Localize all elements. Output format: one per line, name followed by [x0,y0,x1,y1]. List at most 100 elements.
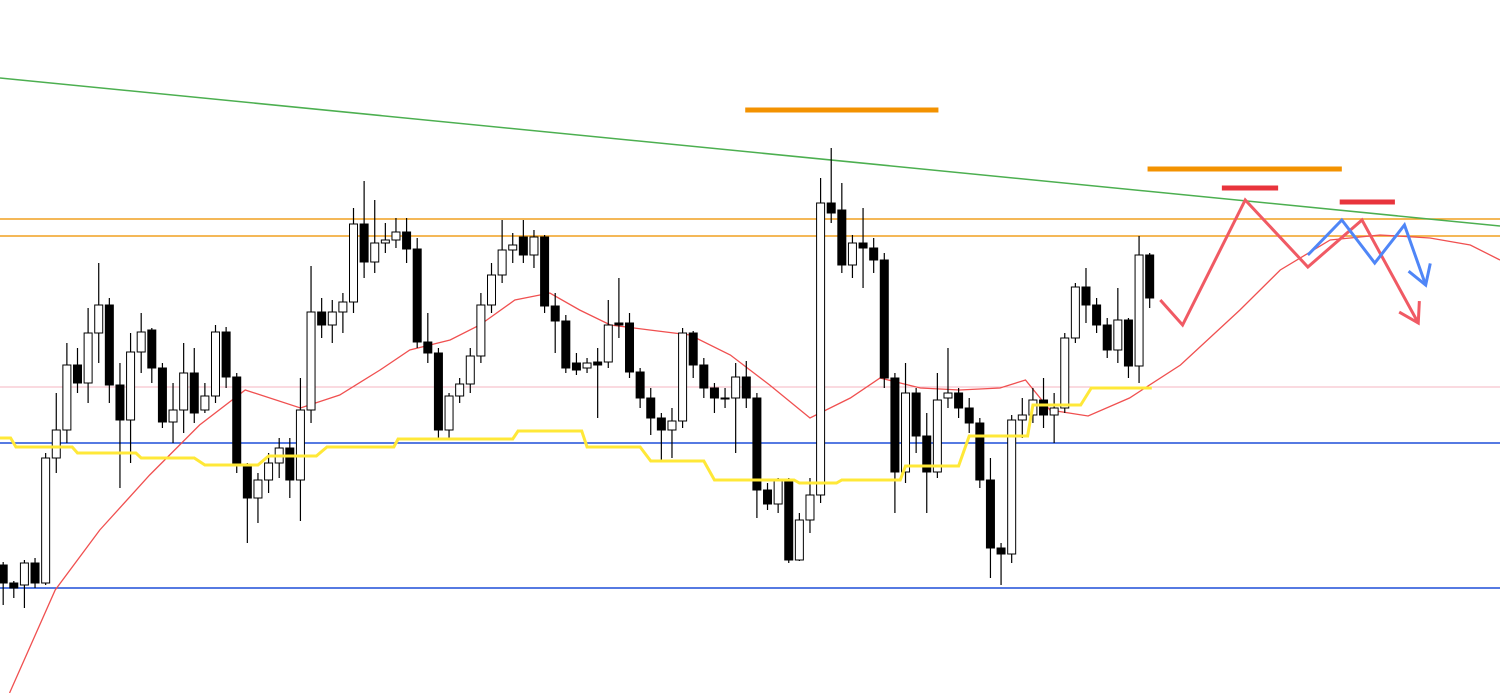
candle-body [635,371,645,399]
overlay-line [1159,197,1420,328]
candle-body [847,242,857,266]
candle-body [232,376,242,467]
candle-body [444,395,454,431]
arrow-head [1398,300,1421,326]
candle-body [932,399,942,473]
candle-body [136,331,146,353]
candle-body [1060,337,1070,409]
candle-body [51,429,61,459]
candle-body [656,417,666,431]
overlay-line [1306,217,1428,286]
candle-body [508,244,518,251]
candle-body [210,331,220,397]
candle-body [752,397,762,491]
candle-body [678,332,688,422]
candle-body [720,397,730,400]
candle-body [83,332,93,384]
candle-body [901,392,911,473]
candle-body [179,372,189,411]
candle-body [688,332,698,366]
candle-body [168,409,178,423]
candle-body [62,364,72,431]
candle-body [1081,286,1091,306]
candle-body [242,465,252,499]
candle-body [879,259,889,379]
candle-body [349,223,359,303]
candle-body [625,322,635,373]
candle-body [317,311,327,326]
candle-body [731,376,741,399]
candle-body [890,377,900,473]
candle-body [157,367,167,423]
candle-body [964,407,974,424]
candle-body [646,397,656,419]
candle-body [603,324,613,363]
arrow-head [1407,263,1432,288]
candle-body [9,582,19,589]
candle-body [115,384,125,421]
candle-body [550,305,560,322]
candle-body [104,304,114,386]
candle-body [391,231,401,241]
candle-body [72,364,82,384]
overlay-line [0,77,1500,227]
candle-body [816,202,826,496]
candle-body [1007,419,1017,555]
candle-body [412,248,422,343]
candle-body [455,383,465,397]
candle-body [741,376,751,399]
candle-body [370,242,380,263]
candle-body [1102,324,1112,351]
candle-body [285,447,295,481]
candle-body [1092,304,1102,326]
candle-body [943,392,953,399]
candle-body [487,274,497,306]
candle-body [614,322,624,326]
candle-body [837,209,847,266]
candle-body [221,331,231,378]
candle-body [869,247,879,261]
candle-body [975,422,985,481]
candle-body [582,362,592,369]
candle-body [593,361,603,366]
candle-body [465,355,475,385]
candle-body [571,362,581,371]
candle-body [253,479,263,499]
candle-body [954,392,964,409]
candle-body [518,236,528,256]
candle-body [476,304,486,357]
candle-body [709,387,719,399]
candle-body [126,351,136,421]
candle-body [1145,254,1155,299]
candle-body [1039,399,1049,416]
candle-body [794,519,804,561]
candle-body [1113,319,1123,351]
candle-body [0,564,8,584]
candle-body [94,304,104,334]
candle-body [667,420,677,431]
candle-body [773,479,783,505]
candle-body [826,202,836,214]
candle-body [784,479,794,561]
candle-body [1123,319,1133,367]
candle-body [264,462,274,481]
candle-body [147,329,157,369]
candle-body [200,395,210,411]
candle-body [189,372,199,414]
candle-body [1070,286,1080,339]
candle-body [1049,407,1059,416]
candle-body [327,311,337,326]
candle-body [858,242,868,249]
candle-body [1017,414,1027,421]
candle-body [497,249,507,276]
overlay-line [0,386,1152,485]
candle-body [529,236,539,256]
candle-body [433,352,443,431]
candle-body [1134,254,1144,367]
candle-body [295,409,305,481]
candle-body [306,311,316,411]
candle-body [19,562,29,586]
candle-body [763,489,773,505]
